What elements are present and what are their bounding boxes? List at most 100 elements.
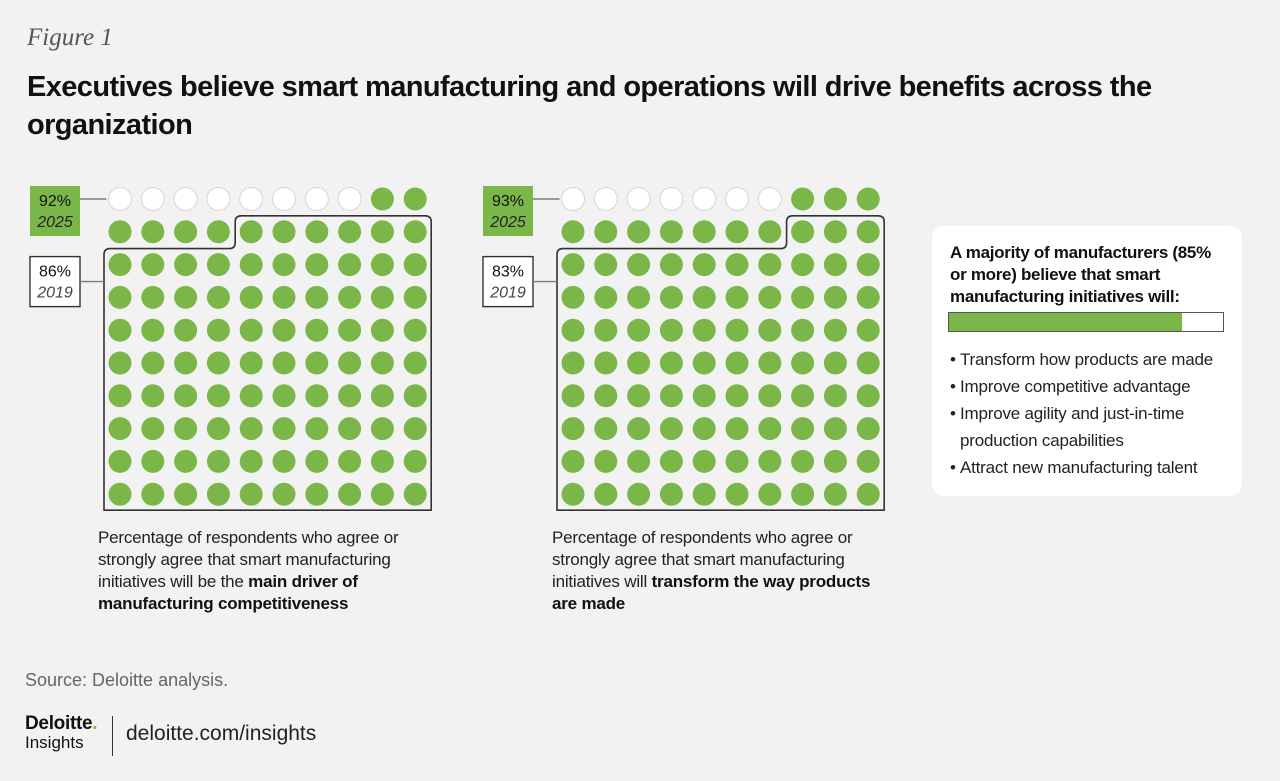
waffle-dot (659, 285, 683, 309)
waffle-dot (626, 187, 651, 211)
waffle-dot (791, 187, 815, 211)
bullet-icon: • (950, 458, 956, 477)
waffle-dot (791, 351, 815, 375)
waffle-dot (725, 220, 749, 244)
waffle-dot (370, 449, 394, 473)
waffle-dot (206, 482, 230, 506)
waffle-dot (725, 253, 749, 277)
waffle-dot (272, 285, 296, 309)
waffle-dot (594, 318, 618, 342)
waffle-dot (725, 318, 749, 342)
waffle-dot (856, 285, 880, 309)
waffle-dot (823, 417, 847, 441)
waffle-dot (206, 220, 230, 244)
waffle-dot (692, 384, 716, 408)
waffle-dot (758, 351, 782, 375)
waffle-dot (692, 285, 716, 309)
figure-label: Figure 1 (27, 24, 113, 51)
waffle-dot (174, 417, 198, 441)
waffle-dot (823, 285, 847, 309)
waffle-dot (305, 482, 329, 506)
waffle-dot (561, 482, 585, 506)
waffle-dot (239, 318, 263, 342)
waffle-dot (338, 482, 362, 506)
waffle-dot (627, 285, 651, 309)
waffle-dot (725, 351, 749, 375)
waffle-dot (206, 187, 231, 211)
waffle-dot (239, 417, 263, 441)
waffle-dot (370, 318, 394, 342)
waffle-dot (141, 449, 165, 473)
waffle-dot (370, 351, 394, 375)
waffle-dot (338, 417, 362, 441)
waffle-dot (823, 253, 847, 277)
waffle-dot (757, 187, 782, 211)
waffle-dot (305, 384, 329, 408)
waffle-dot (338, 351, 362, 375)
waffle-dot (141, 351, 165, 375)
tag-2019-box (29, 255, 81, 308)
waffle-dot (272, 449, 296, 473)
waffle-dot (659, 318, 683, 342)
waffle-dot (173, 187, 198, 211)
waffle-dot (627, 384, 651, 408)
waffle-dot (272, 384, 296, 408)
waffle-dot (692, 187, 717, 211)
callout-heading: A majority of manufacturers (85% or more… (950, 243, 1211, 306)
waffle-dot (627, 449, 651, 473)
waffle-dot (692, 449, 716, 473)
waffle-dot (239, 253, 263, 277)
waffle-dot (272, 417, 296, 441)
waffle-dot (659, 449, 683, 473)
tag-2025-box (483, 186, 533, 236)
waffle-dot (561, 384, 585, 408)
waffle-dot (594, 482, 618, 506)
waffle-dot (338, 253, 362, 277)
waffle-dot (305, 351, 329, 375)
waffle-dot (659, 351, 683, 375)
waffle-dot (823, 449, 847, 473)
waffle-dot (594, 384, 618, 408)
waffle-dot (370, 482, 394, 506)
waffle-dot (206, 449, 230, 473)
waffle-dot (403, 318, 427, 342)
waffle-dot (627, 351, 651, 375)
waffle-dot (174, 482, 198, 506)
waffle-dot (823, 220, 847, 244)
waffle-dot (594, 253, 618, 277)
waffle-dot (758, 417, 782, 441)
waffle-dot (108, 482, 132, 506)
waffle-dot (403, 384, 427, 408)
waffle-dot (239, 384, 263, 408)
waffle-dot (370, 253, 394, 277)
tag-2019-year: 2019 (36, 285, 73, 302)
waffle-dot (791, 449, 815, 473)
tag-2019-percent: 86% (39, 264, 71, 281)
chart-1-caption: Percentage of respondents who agree or s… (98, 527, 438, 615)
waffle-dot (403, 187, 427, 211)
waffle-dot (627, 482, 651, 506)
callout-item: • Attract new manufacturing talent (950, 454, 1232, 481)
waffle-dot (272, 253, 296, 277)
waffle-dot (239, 220, 263, 244)
waffle-dot (305, 318, 329, 342)
waffle-dot (108, 351, 132, 375)
waffle-dot (659, 187, 684, 211)
waffle-dot (856, 187, 880, 211)
waffle-dot (108, 384, 132, 408)
waffle-dot (561, 449, 585, 473)
tag-2019-box (482, 255, 534, 308)
waffle-dot (403, 351, 427, 375)
tag-2025-percent: 93% (492, 193, 524, 210)
waffle-dot (823, 384, 847, 408)
waffle-dot (758, 384, 782, 408)
callout-box: A majority of manufacturers (85% or more… (932, 226, 1242, 496)
waffle-dot (337, 187, 362, 211)
waffle-dot (141, 482, 165, 506)
waffle-dot (856, 417, 880, 441)
waffle-dot (823, 351, 847, 375)
tag-2025-year: 2025 (489, 214, 526, 231)
bullet-icon: • (950, 377, 956, 396)
bullet-icon: • (950, 350, 956, 369)
